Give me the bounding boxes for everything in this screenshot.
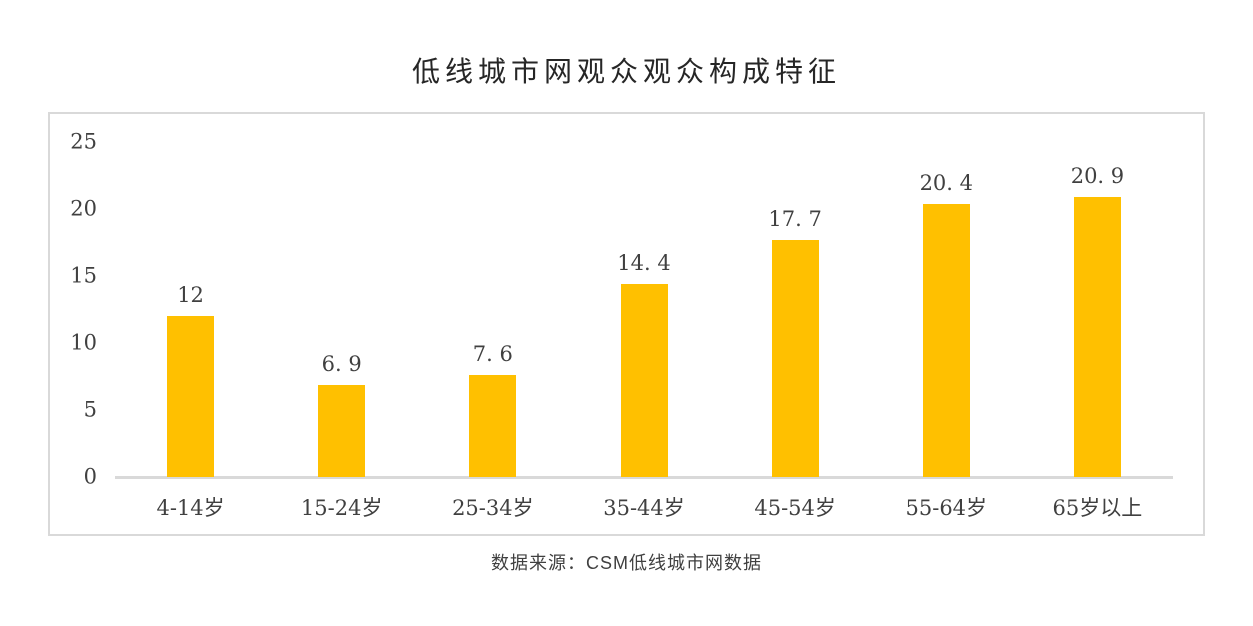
plot-frame: 0 5 10 15 20 25 12 4-14岁 6. 9 15-24岁 7. 6 25-34岁 14… [48, 112, 1205, 536]
source-note: 数据来源：CSM低线城市网数据 [491, 553, 762, 573]
x-axis-category-label: 45-54岁 [754, 496, 836, 520]
y-axis-tick-label: 5 [83, 397, 97, 422]
bar [167, 316, 215, 477]
bar [469, 375, 517, 477]
bar [922, 203, 970, 477]
bar-value-label: 20. 4 [919, 170, 973, 195]
x-axis-category-label: 25-34岁 [452, 496, 534, 520]
x-axis-line [115, 476, 1173, 479]
bar [1073, 196, 1121, 477]
bar [771, 239, 819, 477]
y-axis-tick-label: 15 [70, 263, 97, 288]
bar-value-label: 12 [177, 283, 204, 308]
x-axis-category-label: 15-24岁 [300, 496, 383, 520]
y-axis: 0 5 10 15 20 25 [50, 131, 97, 487]
bar-value-label: 17. 7 [768, 206, 822, 231]
bar-value-label: 7. 6 [472, 342, 513, 367]
bar-value-label: 20. 9 [1070, 163, 1125, 188]
y-axis-tick-label: 25 [70, 129, 97, 154]
bar [620, 284, 668, 477]
bar-value-label: 14. 4 [617, 251, 671, 276]
y-axis-tick-label: 0 [83, 464, 97, 489]
x-axis-category-label: 65岁以上 [1052, 496, 1143, 520]
x-axis-category-label: 4-14岁 [156, 496, 225, 520]
x-axis-category-label: 55-64岁 [905, 496, 988, 520]
y-axis-tick-label: 20 [70, 196, 97, 221]
bar [318, 384, 366, 477]
y-axis-tick-label: 10 [70, 330, 97, 355]
bar-value-label: 6. 9 [321, 351, 362, 376]
plot-area: 12 4-14岁 6. 9 15-24岁 7. 6 25-34岁 14. 4 35-44岁 17… [115, 142, 1173, 520]
chart-title: 低线城市网观众观众构成特征 [411, 56, 841, 87]
x-axis-category-label: 35-44岁 [603, 496, 685, 520]
